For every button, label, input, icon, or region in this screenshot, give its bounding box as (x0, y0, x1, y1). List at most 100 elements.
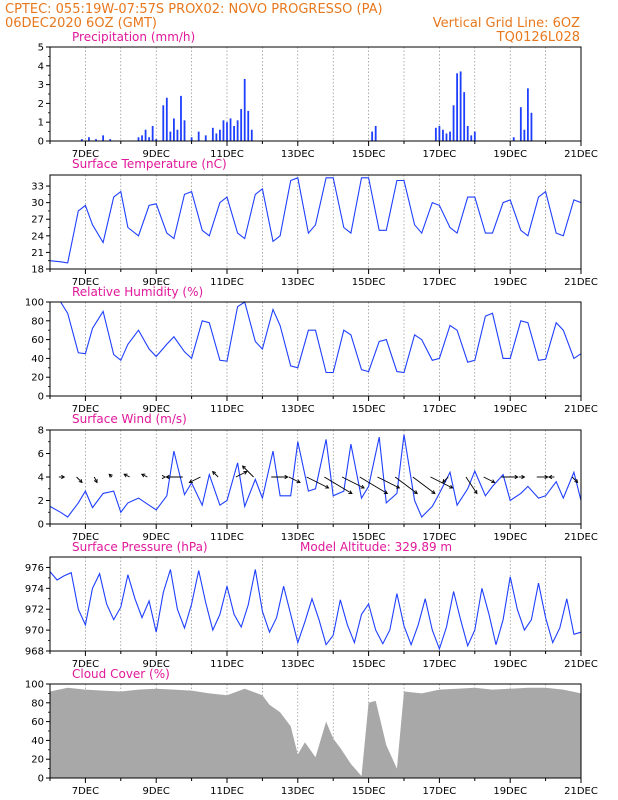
x-tick-label: 21DEC (564, 786, 598, 797)
y-tick-label: 0 (38, 774, 44, 785)
run-date: 06DEC2020 6OZ (GMT) (5, 16, 157, 31)
panel-pressure: Surface Pressure (hPa) Model Altitude: 3… (72, 540, 452, 554)
wind-arrowhead (360, 484, 365, 489)
x-tick-label: 9DEC (143, 659, 170, 670)
precip-bar (173, 118, 175, 141)
y-tick-label: 0 (38, 520, 44, 531)
cloud-cover-area (50, 687, 581, 778)
x-tick-label: 7DEC (72, 277, 99, 288)
wind-vector (76, 476, 83, 483)
y-tick-label: 100 (25, 680, 44, 691)
x-tick-label: 13DEC (281, 277, 315, 288)
x-tick-label: 7DEC (72, 404, 99, 415)
x-tick-label: 7DEC (72, 532, 99, 543)
precip-bar (512, 137, 515, 141)
wind-arrowhead (514, 474, 519, 480)
x-tick-label: 17DEC (423, 404, 457, 415)
y-tick-label: 30 (31, 198, 44, 209)
y-tick-label: 974 (25, 584, 44, 595)
x-tick-label: 17DEC (423, 786, 457, 797)
wind-arrowhead (241, 465, 247, 470)
wind-vector (324, 476, 353, 494)
x-tick-label: 11DEC (210, 532, 244, 543)
panel-plot-temp: 18 21 24 27 30 33 7DEC 9DEC 11DEC 13DEC 15DEC 17DEC… (31, 174, 598, 288)
wind-arrowhead (442, 478, 447, 484)
wind-arrowhead (188, 479, 193, 484)
y-tick-label: 40 (31, 736, 44, 747)
y-tick-label: 60 (31, 335, 44, 346)
y-tick-label: 976 (25, 563, 44, 574)
x-tick-label: 9DEC (143, 786, 170, 797)
precip-bar (215, 133, 218, 141)
wind-arrowhead (449, 484, 454, 489)
x-tick-label: 21DEC (564, 659, 598, 670)
precip-bar (527, 88, 529, 141)
precip-bar (197, 131, 200, 141)
precip-bar (144, 129, 147, 141)
precip-bar (211, 127, 214, 141)
x-tick-label: 9DEC (143, 277, 170, 288)
y-tick-label: 0 (38, 137, 44, 148)
panel-title-humidity: Relative Humidity (%) (72, 285, 203, 299)
precip-bar (236, 120, 239, 141)
panel-plot-rh: 0 20 40 60 80 100 7DEC 9DEC 11DEC 13DEC 15DEC 17DEC… (25, 298, 598, 416)
wind-vector (189, 476, 201, 483)
wind-vector (242, 465, 254, 478)
x-tick-label: 13DEC (281, 404, 315, 415)
precip-bar (183, 120, 186, 141)
precip-bar (102, 135, 104, 141)
wind-arrowhead (544, 474, 549, 480)
model-id: TQ0126L028 (496, 30, 580, 45)
precip-bar (438, 125, 441, 141)
panel-title-temperature: Surface Temperature (nC) (72, 157, 227, 171)
panel-plot-pressure: 968 970 972 974 976 7DEC 9DEC 11DEC 13DEC 15DEC 17… (25, 556, 598, 670)
wind-arrowhead (431, 490, 436, 495)
x-tick-label: 17DEC (423, 532, 457, 543)
panel-frame (49, 46, 582, 142)
y-tick-label: 2 (38, 99, 44, 110)
precip-bar (459, 71, 462, 141)
x-tick-label: 15DEC (352, 404, 386, 415)
precip-bar (374, 125, 377, 141)
x-tick-label: 17DEC (423, 277, 457, 288)
y-tick-label: 3 (38, 80, 44, 91)
precip-bar (141, 135, 143, 141)
wind-arrowhead (574, 478, 579, 484)
precip-bar (371, 131, 374, 141)
wind-arrowhead (348, 490, 353, 494)
precip-bar (204, 135, 207, 141)
y-tick-label: 1 (38, 118, 44, 129)
wind-vector (571, 476, 578, 483)
y-tick-label: 21 (31, 248, 44, 259)
y-tick-label: 100 (25, 298, 44, 309)
precip-bar (243, 78, 246, 141)
pressure-series-line (49, 569, 582, 651)
wind-vector (93, 476, 98, 483)
wind-arrowhead (395, 484, 401, 489)
x-tick-label: 19DEC (493, 786, 527, 797)
x-tick-label: 19DEC (493, 659, 527, 670)
wind-arrowhead (413, 490, 418, 495)
precip-bar (442, 129, 444, 141)
precip-bar (463, 92, 466, 141)
precip-bar (109, 139, 112, 141)
y-tick-label: 20 (31, 755, 44, 766)
precip-bar (229, 118, 232, 141)
precip-bar (80, 139, 83, 141)
y-tick-label: 80 (31, 316, 44, 327)
wind-series-line (49, 434, 582, 518)
precip-bar (165, 97, 168, 141)
panel-plot-wind: 0 2 4 6 8 7DEC 9DEC 11DEC 13DEC 15DEC 17DEC 19DEC 21… (38, 426, 598, 544)
y-tick-label: 33 (31, 182, 44, 193)
wind-arrowhead (548, 474, 553, 480)
precip-bar (219, 129, 221, 141)
x-tick-label: 19DEC (493, 532, 527, 543)
x-tick-label: 15DEC (352, 277, 386, 288)
panel-wind: Surface Wind (m/s) (72, 412, 187, 426)
wind-arrowhead (491, 479, 496, 484)
y-tick-label: 20 (31, 373, 44, 384)
wind-vector (141, 473, 148, 478)
y-tick-label: 60 (31, 717, 44, 728)
y-tick-label: 968 (25, 647, 44, 658)
